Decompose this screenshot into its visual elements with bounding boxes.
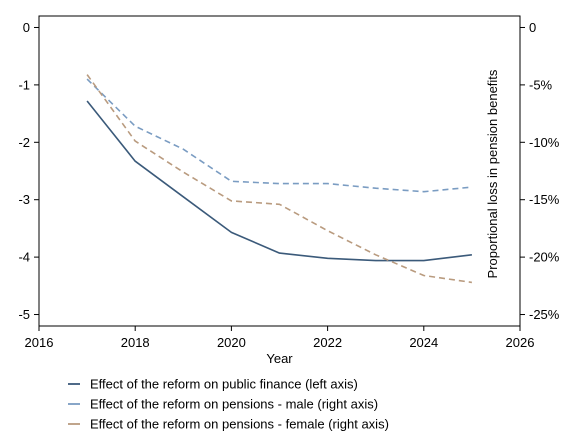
right-y-tick-label: -10% xyxy=(529,135,560,150)
plot-border xyxy=(38,15,521,327)
legend-label: Effect of the reform on pensions - femal… xyxy=(90,417,389,432)
x-tick-label: 2024 xyxy=(409,335,438,350)
x-tick-label: 2026 xyxy=(506,335,535,350)
x-tick-label: 2022 xyxy=(313,335,342,350)
series-line-3 xyxy=(86,74,473,284)
left-y-tick-label: -3 xyxy=(18,192,30,207)
left-y-tick-label: -1 xyxy=(18,77,30,92)
plot-frame xyxy=(38,15,521,327)
right-y-tick-label: -25% xyxy=(529,307,560,322)
right-y-tick-label: -5% xyxy=(529,77,553,92)
left-y-tick-label: 0 xyxy=(23,20,30,35)
series-line-1 xyxy=(86,100,472,262)
right-y-axis-title: Proportional loss in pension benefits xyxy=(485,69,500,278)
right-y-tick-label: -20% xyxy=(529,250,560,265)
left-y-tick-label: -5 xyxy=(18,307,30,322)
series-line-2 xyxy=(86,78,472,193)
right-y-tick-label: -15% xyxy=(529,192,560,207)
legend-label: Effect of the reform on public finance (… xyxy=(90,377,358,392)
x-tick-label: 2018 xyxy=(121,335,150,350)
legend-label: Effect of the reform on pensions - male … xyxy=(90,397,378,412)
axes: 0 -1 -2 -3 -4 -5 0 -5% -10% -15% -20% -25% 2016 2018 2… xyxy=(18,20,559,350)
x-axis-title: Year xyxy=(266,351,293,366)
x-tick-label: 2016 xyxy=(25,335,54,350)
series-layer xyxy=(86,74,473,284)
x-tick-label: 2020 xyxy=(217,335,246,350)
left-y-tick-label: -2 xyxy=(18,135,30,150)
left-y-tick-label: -4 xyxy=(18,250,30,265)
legend: Effect of the reform on public finance (… xyxy=(68,377,389,432)
right-y-tick-label: 0 xyxy=(529,20,536,35)
